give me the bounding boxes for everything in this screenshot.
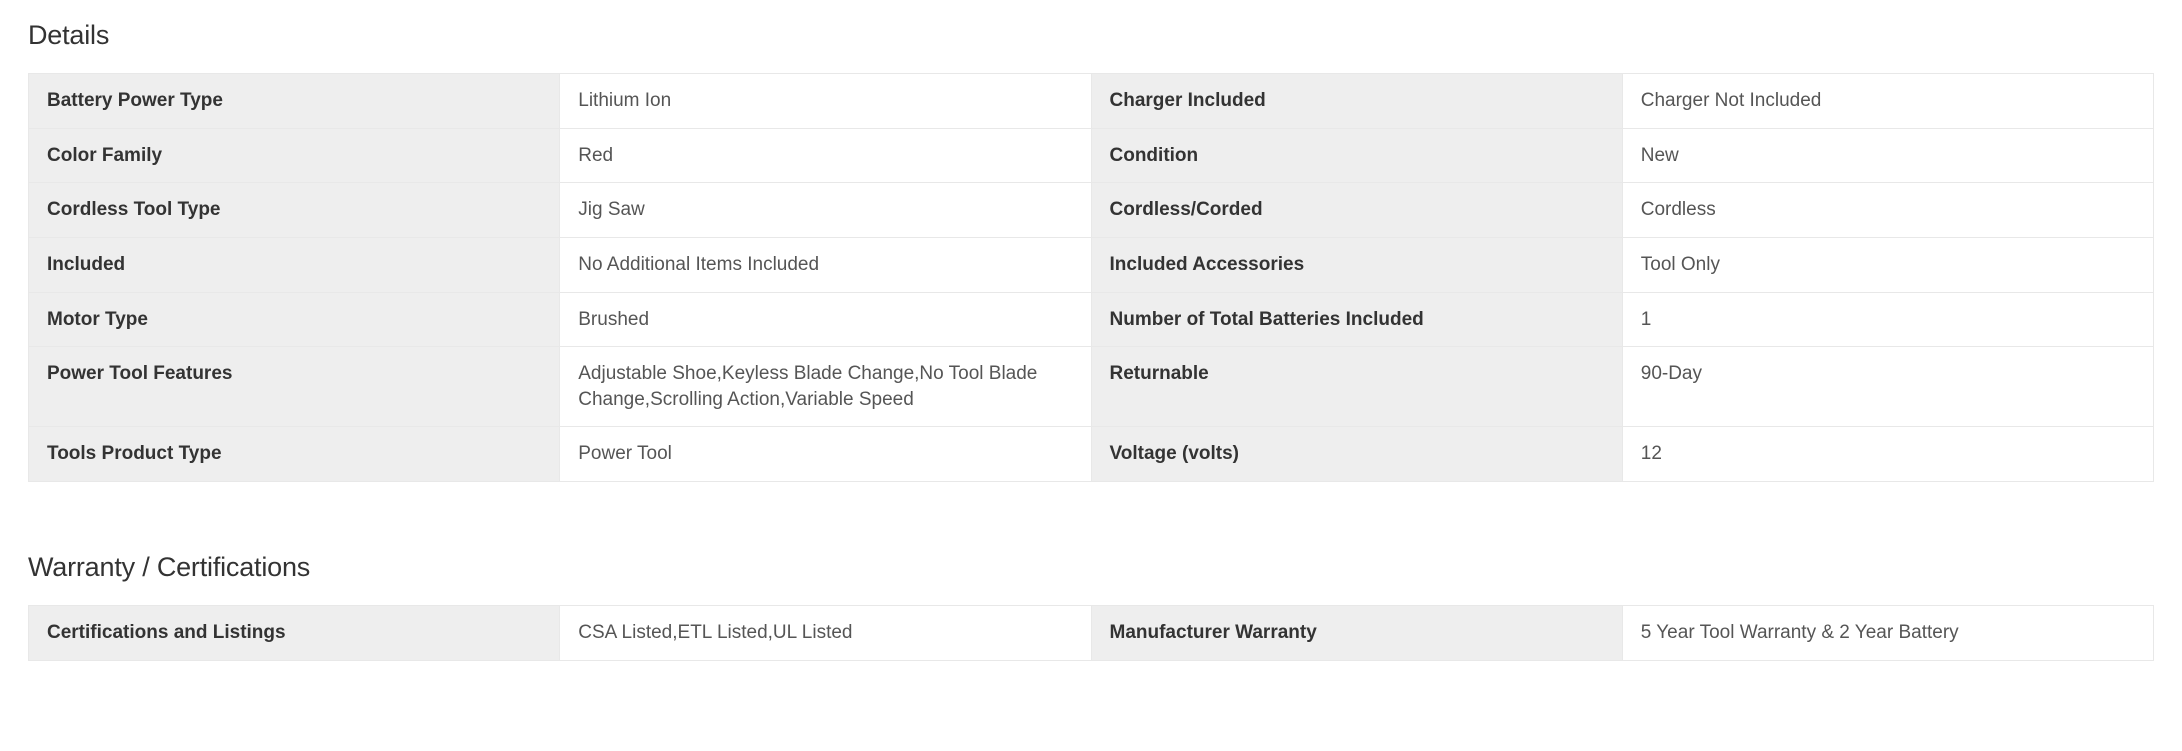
spec-label: Charger Included bbox=[1091, 74, 1622, 129]
spec-value: No Additional Items Included bbox=[560, 237, 1091, 292]
details-table: Battery Power TypeLithium IonCharger Inc… bbox=[28, 73, 2154, 482]
warranty-section: Warranty / Certifications Certifications… bbox=[28, 552, 2154, 661]
spec-value: 12 bbox=[1622, 427, 2153, 482]
details-title: Details bbox=[28, 20, 2154, 51]
table-row: Power Tool FeaturesAdjustable Shoe,Keyle… bbox=[29, 347, 2154, 427]
table-row: Color FamilyRedConditionNew bbox=[29, 128, 2154, 183]
warranty-title: Warranty / Certifications bbox=[28, 552, 2154, 583]
spec-value: CSA Listed,ETL Listed,UL Listed bbox=[560, 606, 1091, 661]
warranty-table: Certifications and ListingsCSA Listed,ET… bbox=[28, 605, 2154, 661]
spec-label: Cordless/Corded bbox=[1091, 183, 1622, 238]
spec-label: Included Accessories bbox=[1091, 237, 1622, 292]
spec-value: Jig Saw bbox=[560, 183, 1091, 238]
spec-value: 1 bbox=[1622, 292, 2153, 347]
table-row: IncludedNo Additional Items IncludedIncl… bbox=[29, 237, 2154, 292]
spec-label: Motor Type bbox=[29, 292, 560, 347]
table-row: Cordless Tool TypeJig SawCordless/Corded… bbox=[29, 183, 2154, 238]
spec-label: Condition bbox=[1091, 128, 1622, 183]
spec-label: Included bbox=[29, 237, 560, 292]
table-row: Battery Power TypeLithium IonCharger Inc… bbox=[29, 74, 2154, 129]
spec-label: Manufacturer Warranty bbox=[1091, 606, 1622, 661]
spec-label: Tools Product Type bbox=[29, 427, 560, 482]
spec-label: Power Tool Features bbox=[29, 347, 560, 427]
details-tbody: Battery Power TypeLithium IonCharger Inc… bbox=[29, 74, 2154, 482]
spec-value: Power Tool bbox=[560, 427, 1091, 482]
spec-label: Voltage (volts) bbox=[1091, 427, 1622, 482]
spec-value: Lithium Ion bbox=[560, 74, 1091, 129]
spec-label: Color Family bbox=[29, 128, 560, 183]
spec-label: Number of Total Batteries Included bbox=[1091, 292, 1622, 347]
details-section: Details Battery Power TypeLithium IonCha… bbox=[28, 20, 2154, 482]
spec-label: Certifications and Listings bbox=[29, 606, 560, 661]
spec-value: Charger Not Included bbox=[1622, 74, 2153, 129]
spec-value: Brushed bbox=[560, 292, 1091, 347]
spec-label: Cordless Tool Type bbox=[29, 183, 560, 238]
spec-value: Red bbox=[560, 128, 1091, 183]
spec-label: Battery Power Type bbox=[29, 74, 560, 129]
spec-value: Adjustable Shoe,Keyless Blade Change,No … bbox=[560, 347, 1091, 427]
spec-value: Cordless bbox=[1622, 183, 2153, 238]
spec-value: New bbox=[1622, 128, 2153, 183]
table-row: Tools Product TypePower ToolVoltage (vol… bbox=[29, 427, 2154, 482]
spec-value: 5 Year Tool Warranty & 2 Year Battery bbox=[1622, 606, 2153, 661]
table-row: Certifications and ListingsCSA Listed,ET… bbox=[29, 606, 2154, 661]
table-row: Motor TypeBrushedNumber of Total Batteri… bbox=[29, 292, 2154, 347]
spec-label: Returnable bbox=[1091, 347, 1622, 427]
spec-value: Tool Only bbox=[1622, 237, 2153, 292]
warranty-tbody: Certifications and ListingsCSA Listed,ET… bbox=[29, 606, 2154, 661]
spec-value: 90-Day bbox=[1622, 347, 2153, 427]
